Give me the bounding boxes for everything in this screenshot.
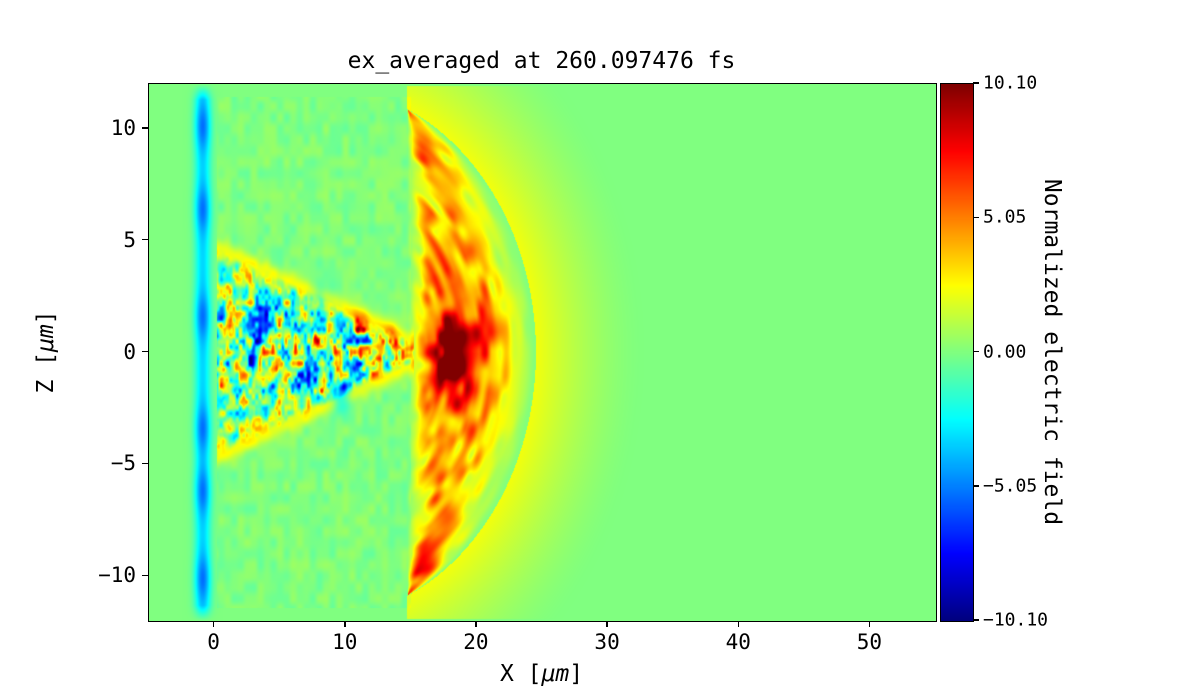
- heatmap-canvas: [149, 84, 936, 621]
- plot-title: ex_averaged at 260.097476 fs: [347, 48, 736, 74]
- colorbar-tick-mark: [973, 350, 979, 353]
- colorbar-tick-mark: [973, 82, 979, 84]
- colorbar-tick-mark: [973, 619, 979, 621]
- x-tick-label: 20: [463, 630, 489, 654]
- y-tick-label: 5: [123, 227, 136, 252]
- y-axis-label-text: Z [: [33, 352, 59, 394]
- y-tick-label: 0: [123, 339, 136, 364]
- x-tick-mark: [868, 621, 871, 627]
- x-tick-mark: [737, 621, 739, 627]
- colorbar-tick-label: −5.05: [983, 475, 1038, 497]
- y-axis-label-close: ]: [33, 310, 59, 325]
- colorbar-tick-mark: [973, 216, 979, 218]
- y-tick-mark: [142, 127, 148, 129]
- colorbar-tick-label: 0.00: [983, 341, 1027, 362]
- colorbar-label: Normalized electric field: [1039, 178, 1065, 526]
- x-axis-label-close: ]: [569, 661, 584, 687]
- x-tick-mark: [606, 621, 608, 627]
- x-tick-mark: [212, 621, 215, 627]
- x-tick-label: 40: [725, 630, 751, 654]
- y-tick-mark: [142, 238, 148, 241]
- y-tick-label: 10: [110, 115, 136, 140]
- y-tick-mark: [142, 574, 148, 576]
- colorbar-tick-label: 10.10: [983, 72, 1038, 94]
- y-tick-label: −5: [110, 451, 136, 476]
- colorbar: [940, 83, 974, 622]
- y-tick-mark: [142, 462, 148, 465]
- x-tick-label: 30: [594, 630, 620, 654]
- x-axis-label-text: X [: [499, 661, 542, 687]
- y-tick-mark: [142, 350, 148, 353]
- x-tick-label: 50: [856, 630, 883, 654]
- mu-symbol: μm: [541, 661, 570, 687]
- plot-area: [148, 83, 937, 622]
- x-tick-mark: [344, 621, 346, 627]
- x-tick-mark: [475, 621, 477, 627]
- x-tick-label: 0: [207, 630, 220, 654]
- mu-symbol: μm: [33, 324, 59, 353]
- y-axis-label: Z [μm]: [33, 310, 59, 393]
- y-tick-label: −10: [98, 563, 136, 588]
- colorbar-tick-mark: [973, 485, 979, 487]
- colorbar-tick-label: 5.05: [983, 206, 1027, 228]
- colorbar-canvas: [941, 84, 973, 621]
- colorbar-tick-label: −10.10: [983, 609, 1049, 631]
- x-tick-label: 10: [332, 630, 358, 654]
- x-axis-label: X [μm]: [148, 661, 935, 687]
